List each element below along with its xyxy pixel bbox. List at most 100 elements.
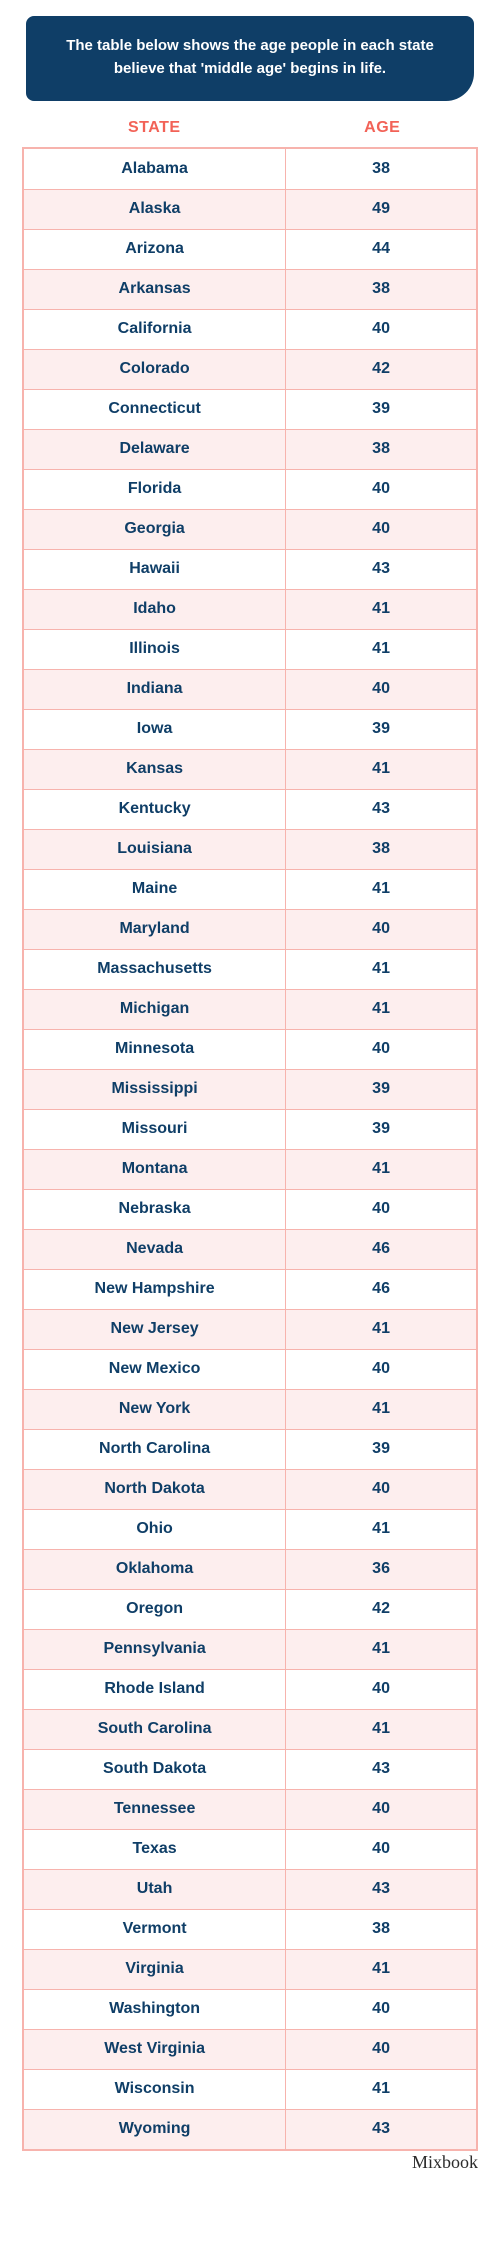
cell-age: 42 — [286, 1590, 476, 1629]
cell-state: Minnesota — [24, 1030, 286, 1069]
cell-age: 41 — [286, 1310, 476, 1349]
cell-state: Arizona — [24, 230, 286, 269]
cell-age: 40 — [286, 1470, 476, 1509]
cell-state: North Dakota — [24, 1470, 286, 1509]
table-row: Maryland40 — [24, 909, 476, 949]
cell-state: Vermont — [24, 1910, 286, 1949]
cell-age: 39 — [286, 1070, 476, 1109]
table-row: Oregon42 — [24, 1589, 476, 1629]
cell-age: 42 — [286, 350, 476, 389]
table-row: New Hampshire46 — [24, 1269, 476, 1309]
cell-age: 41 — [286, 1510, 476, 1549]
table-row: Wisconsin41 — [24, 2069, 476, 2109]
table-row: Minnesota40 — [24, 1029, 476, 1069]
table-row: Montana41 — [24, 1149, 476, 1189]
cell-age: 40 — [286, 310, 476, 349]
cell-age: 40 — [286, 470, 476, 509]
table-row: Nebraska40 — [24, 1189, 476, 1229]
cell-state: Wisconsin — [24, 2070, 286, 2109]
table-row: Kentucky43 — [24, 789, 476, 829]
cell-age: 41 — [286, 1950, 476, 1989]
cell-age: 38 — [286, 149, 476, 189]
cell-age: 40 — [286, 510, 476, 549]
table-row: Colorado42 — [24, 349, 476, 389]
cell-state: Idaho — [24, 590, 286, 629]
table-row: California40 — [24, 309, 476, 349]
table-row: Tennessee40 — [24, 1789, 476, 1829]
cell-state: Pennsylvania — [24, 1630, 286, 1669]
cell-state: Washington — [24, 1990, 286, 2029]
cell-state: Massachusetts — [24, 950, 286, 989]
header-age: AGE — [286, 119, 478, 137]
cell-state: Nebraska — [24, 1190, 286, 1229]
caption-text: The table below shows the age people in … — [66, 37, 434, 77]
cell-age: 43 — [286, 550, 476, 589]
cell-state: California — [24, 310, 286, 349]
table-row: Washington40 — [24, 1989, 476, 2029]
cell-state: Ohio — [24, 1510, 286, 1549]
cell-age: 38 — [286, 1910, 476, 1949]
cell-age: 41 — [286, 870, 476, 909]
cell-age: 40 — [286, 670, 476, 709]
table-row: West Virginia40 — [24, 2029, 476, 2069]
table-row: Virginia41 — [24, 1949, 476, 1989]
cell-state: Oregon — [24, 1590, 286, 1629]
cell-state: Kansas — [24, 750, 286, 789]
cell-state: Hawaii — [24, 550, 286, 589]
table-row: Louisiana38 — [24, 829, 476, 869]
cell-state: North Carolina — [24, 1430, 286, 1469]
table-row: Vermont38 — [24, 1909, 476, 1949]
cell-state: Kentucky — [24, 790, 286, 829]
cell-state: New Hampshire — [24, 1270, 286, 1309]
cell-age: 41 — [286, 1710, 476, 1749]
cell-age: 41 — [286, 1390, 476, 1429]
cell-age: 41 — [286, 750, 476, 789]
cell-state: New York — [24, 1390, 286, 1429]
cell-state: Oklahoma — [24, 1550, 286, 1589]
cell-state: Utah — [24, 1870, 286, 1909]
cell-state: Maryland — [24, 910, 286, 949]
cell-state: Alaska — [24, 190, 286, 229]
table-row: Massachusetts41 — [24, 949, 476, 989]
cell-age: 41 — [286, 590, 476, 629]
table-row: Utah43 — [24, 1869, 476, 1909]
caption-box: The table below shows the age people in … — [26, 16, 474, 101]
cell-state: Wyoming — [24, 2110, 286, 2149]
cell-age: 39 — [286, 1110, 476, 1149]
cell-age: 39 — [286, 1430, 476, 1469]
table-row: New Jersey41 — [24, 1309, 476, 1349]
cell-age: 40 — [286, 1790, 476, 1829]
cell-age: 43 — [286, 1870, 476, 1909]
cell-age: 49 — [286, 190, 476, 229]
cell-state: Mississippi — [24, 1070, 286, 1109]
cell-state: Louisiana — [24, 830, 286, 869]
cell-age: 38 — [286, 270, 476, 309]
table-row: Idaho41 — [24, 589, 476, 629]
cell-age: 44 — [286, 230, 476, 269]
cell-age: 41 — [286, 1630, 476, 1669]
cell-age: 41 — [286, 990, 476, 1029]
cell-age: 39 — [286, 390, 476, 429]
cell-age: 40 — [286, 2030, 476, 2069]
table-row: Wyoming43 — [24, 2109, 476, 2149]
table-row: North Carolina39 — [24, 1429, 476, 1469]
table-row: Georgia40 — [24, 509, 476, 549]
cell-age: 43 — [286, 1750, 476, 1789]
cell-state: Tennessee — [24, 1790, 286, 1829]
cell-age: 46 — [286, 1270, 476, 1309]
table-row: Oklahoma36 — [24, 1549, 476, 1589]
cell-age: 39 — [286, 710, 476, 749]
cell-state: Montana — [24, 1150, 286, 1189]
cell-age: 43 — [286, 2110, 476, 2149]
cell-age: 46 — [286, 1230, 476, 1269]
table-row: Michigan41 — [24, 989, 476, 1029]
data-table: Alabama38Alaska49Arizona44Arkansas38Cali… — [22, 147, 478, 2151]
table-row: Nevada46 — [24, 1229, 476, 1269]
cell-state: Indiana — [24, 670, 286, 709]
cell-state: Maine — [24, 870, 286, 909]
cell-age: 40 — [286, 1990, 476, 2029]
cell-age: 41 — [286, 1150, 476, 1189]
cell-state: Michigan — [24, 990, 286, 1029]
cell-state: Arkansas — [24, 270, 286, 309]
table-row: Illinois41 — [24, 629, 476, 669]
